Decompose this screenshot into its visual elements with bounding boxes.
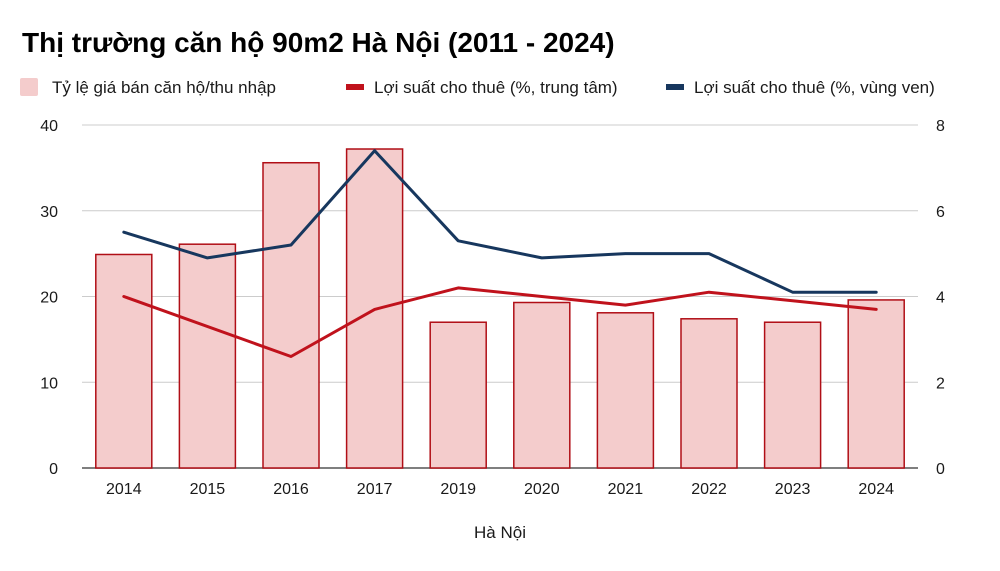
left-tick-label: 40 (40, 118, 58, 135)
left-tick-label: 0 (49, 461, 58, 478)
line-series (122, 149, 878, 358)
x-tick-label: 2022 (691, 481, 727, 498)
x-tick-label: 2023 (775, 481, 811, 498)
x-tick-label: 2019 (440, 481, 476, 498)
bar-series (95, 148, 905, 469)
bar-2024 (847, 299, 905, 469)
x-tick-label: 2020 (524, 481, 560, 498)
left-tick-label: 10 (40, 375, 58, 392)
legend-label-bar: Tỷ lệ giá bán căn hộ/thu nhập (52, 78, 276, 97)
bar-2023 (763, 321, 822, 469)
bar-2021 (596, 312, 655, 469)
x-tick-label: 2015 (190, 481, 226, 498)
x-tick-label: 2014 (106, 481, 142, 498)
right-tick-label: 4 (936, 290, 945, 307)
right-tick-label: 8 (936, 118, 945, 135)
legend: Tỷ lệ giá bán căn hộ/thu nhập Lợi suất c… (20, 78, 935, 97)
legend-label-line-center: Lợi suất cho thuê (%, trung tâm) (374, 78, 618, 97)
x-tick-label: 2024 (858, 481, 894, 498)
right-tick-label: 2 (936, 375, 945, 392)
bar-2015 (178, 243, 237, 469)
line-lợi-suất-vùng-ven (122, 149, 878, 294)
bar-2022 (680, 318, 738, 469)
legend-swatch-line-center (346, 84, 364, 90)
bar-2014 (95, 253, 153, 469)
right-axis-ticks: 0 2 4 6 8 (936, 118, 945, 478)
bar-2019 (429, 321, 487, 469)
bar-2016 (262, 161, 320, 469)
x-tick-label: 2017 (357, 481, 393, 498)
left-tick-label: 30 (40, 204, 58, 221)
bar-2020 (513, 301, 571, 469)
legend-label-line-suburb: Lợi suất cho thuê (%, vùng ven) (694, 78, 935, 97)
legend-swatch-line-suburb (666, 84, 684, 90)
right-tick-label: 0 (936, 461, 945, 478)
left-axis-ticks: 0 10 20 30 40 (40, 118, 58, 478)
line-lợi-suất-trung-tâm (122, 286, 878, 358)
x-axis-ticks: 2014 2015 2016 2017 2019 2020 2021 2022 2023 2024 (106, 481, 894, 498)
left-tick-label: 20 (40, 290, 58, 307)
x-tick-label: 2016 (273, 481, 309, 498)
legend-swatch-bar (20, 78, 38, 96)
right-tick-label: 6 (936, 204, 945, 221)
x-axis-title: Hà Nội (474, 523, 526, 542)
x-tick-label: 2021 (608, 481, 644, 498)
chart-title: Thị trường căn hộ 90m2 Hà Nội (2011 - 20… (22, 27, 615, 58)
